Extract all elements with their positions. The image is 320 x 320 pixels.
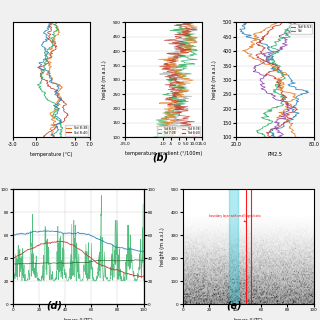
- Legend: Sd 8:38, Sd 8:40: Sd 8:38, Sd 8:40: [65, 125, 88, 136]
- Y-axis label: height (m a.s.l.): height (m a.s.l.): [212, 60, 217, 99]
- Y-axis label: height (m a.s.l.): height (m a.s.l.): [102, 60, 107, 99]
- X-axis label: hours (UTC): hours (UTC): [234, 318, 263, 320]
- X-axis label: temperature (°C): temperature (°C): [30, 152, 73, 157]
- X-axis label: hours (UTC): hours (UTC): [64, 318, 92, 320]
- Bar: [228, 189, 238, 304]
- Text: (e): (e): [226, 301, 241, 311]
- X-axis label: PM2.5: PM2.5: [268, 152, 283, 157]
- Text: (b): (b): [152, 152, 168, 162]
- Y-axis label: height (m a.s.l.): height (m a.s.l.): [160, 227, 165, 266]
- Text: boundary layer with small signal ratio: boundary layer with small signal ratio: [209, 214, 260, 222]
- Legend: Sd 6:53, Sd: Sd 6:53, Sd: [290, 24, 312, 34]
- Text: (d): (d): [46, 301, 62, 311]
- X-axis label: temperature gradient (°/100m): temperature gradient (°/100m): [124, 151, 202, 156]
- Legend: Sd 6:53, Sd 7:08, Sd 8:38, Sd 8:00: Sd 6:53, Sd 7:08, Sd 8:38, Sd 8:00: [157, 126, 200, 136]
